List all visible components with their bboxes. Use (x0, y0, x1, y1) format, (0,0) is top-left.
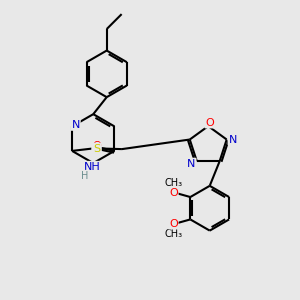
Text: S: S (93, 143, 100, 154)
Text: CH₃: CH₃ (164, 230, 182, 239)
Text: O: O (169, 219, 178, 229)
Text: N: N (187, 159, 196, 169)
Text: O: O (92, 141, 101, 152)
Text: NH: NH (83, 162, 100, 172)
Text: CH₃: CH₃ (164, 178, 182, 188)
Text: N: N (229, 134, 237, 145)
Text: O: O (169, 188, 178, 198)
Text: H: H (81, 171, 88, 181)
Text: O: O (205, 118, 214, 128)
Text: N: N (71, 120, 80, 130)
